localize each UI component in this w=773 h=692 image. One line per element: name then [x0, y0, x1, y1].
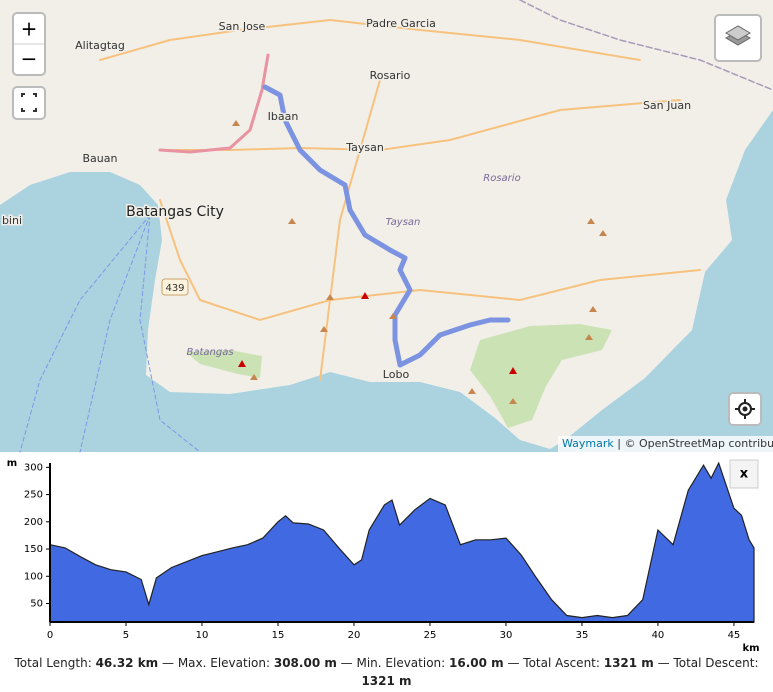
map[interactable]: San Jose Padre Garcia Alitagtag Rosario … — [0, 0, 773, 453]
x-axis-label: km — [742, 643, 759, 652]
close-label: x — [740, 467, 749, 482]
y-axis-label: m — [7, 458, 17, 469]
park — [186, 350, 262, 378]
summary-label: — Max. Elevation: — [158, 656, 274, 670]
summary-value: 46.32 km — [95, 656, 159, 670]
place-label: Lobo — [383, 368, 410, 381]
locate-icon — [742, 406, 748, 412]
city-label: Batangas City — [126, 204, 224, 220]
summary-label: — Total Ascent: — [503, 656, 604, 670]
place-label: Padre Garcia — [366, 17, 436, 30]
elevation-area — [49, 461, 755, 623]
summary-label: Total Length: — [14, 656, 96, 670]
summary-label: — Min. Elevation: — [336, 656, 450, 670]
park — [470, 324, 612, 428]
x-tick-label: 20 — [348, 630, 361, 641]
summary-value: 1321 m — [603, 656, 654, 670]
place-label: Bauan — [83, 152, 118, 165]
summary-value: 1321 m — [361, 674, 412, 688]
sea — [545, 110, 773, 452]
road-shield — [161, 278, 189, 296]
place-label: bini — [2, 214, 22, 227]
zoom-in[interactable]: + — [21, 17, 38, 41]
attribution-text: | © OpenStreetMap contributors — [617, 437, 773, 450]
y-tick-label: 150 — [24, 544, 43, 555]
y-tick-label: 300 — [24, 462, 43, 473]
y-tick-label: 50 — [30, 598, 43, 609]
x-tick-label: 15 — [272, 630, 285, 641]
road-shield-label: 439 — [165, 283, 184, 294]
place-label: San Jose — [219, 20, 266, 33]
y-tick-label: 100 — [24, 571, 43, 582]
place-label: Rosario — [370, 69, 411, 82]
layers-icon — [725, 25, 751, 41]
x-tick-label: 5 — [123, 630, 129, 641]
place-label: San Juan — [643, 99, 691, 112]
fullscreen-button[interactable] — [12, 86, 46, 120]
view: San Jose Padre Garcia Alitagtag Rosario … — [0, 0, 773, 654]
x-tick-label: 40 — [652, 630, 665, 641]
fullscreen-icon — [21, 93, 37, 112]
place-label: Batangas — [186, 347, 233, 358]
zoom-out[interactable]: − — [21, 47, 38, 71]
attribution: Waymark | © OpenStreetMap contributors — [558, 436, 773, 452]
close-button[interactable]: x — [729, 459, 759, 489]
summary-label: — Total Descent: — [653, 656, 763, 670]
x-tick-label: 35 — [576, 630, 589, 641]
route — [262, 84, 511, 368]
locate-icon — [735, 399, 755, 419]
summary-value: 308.00 m — [273, 656, 337, 670]
zoom-control: + − — [12, 12, 46, 76]
place-label: Rosario — [483, 173, 520, 184]
elevation-chart: 50 100 150 200 250 300 0 5 10 15 20 25 30 35 40 45 — [24, 461, 755, 641]
place-label: Taysan — [386, 217, 421, 228]
x-tick-label: 0 — [47, 630, 53, 641]
attribution-link[interactable]: Waymark — [562, 437, 614, 450]
x-tick-label: 10 — [196, 630, 209, 641]
x-tick-label: 30 — [500, 630, 513, 641]
place-label: Ibaan — [268, 110, 299, 123]
place-label: Alitagtag — [75, 39, 125, 52]
button-box — [12, 86, 46, 120]
roads — [19, 0, 773, 453]
y-tick-label: 200 — [24, 517, 43, 528]
place-label: Taysan — [345, 141, 384, 154]
x-tick-label: 25 — [424, 630, 437, 641]
layers-button[interactable] — [714, 14, 762, 62]
button-box — [729, 459, 759, 489]
summary: Total Length: 46.32 km — Max. Elevation:… — [0, 654, 773, 690]
locate-button[interactable] — [728, 392, 762, 426]
summary-value: 16.00 m — [449, 656, 504, 670]
peaks — [232, 120, 607, 404]
y-tick-label: 250 — [24, 490, 43, 501]
x-tick-label: 45 — [728, 630, 741, 641]
